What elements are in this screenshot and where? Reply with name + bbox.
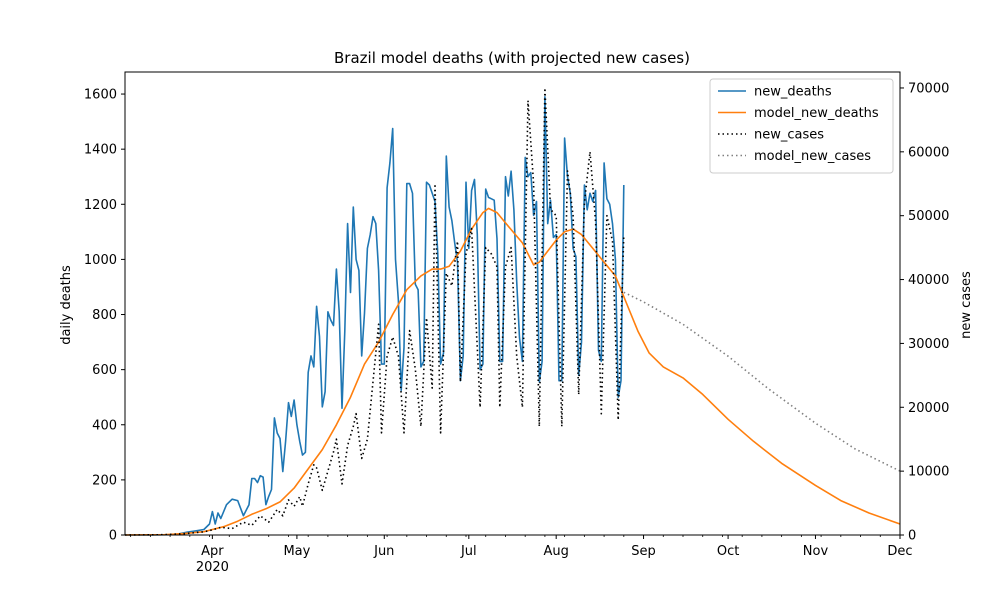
left-tick-label: 1600	[84, 88, 117, 103]
plot-frame	[124, 71, 901, 536]
x-tick-sublabel: 2020	[196, 560, 229, 575]
right-tick-label: 10000	[908, 465, 949, 480]
right-tick-label: 0	[908, 529, 916, 544]
legend-label-model-new-deaths: model_new_deaths	[754, 106, 879, 121]
left-tick-label: 0	[109, 529, 117, 544]
left-axis-label: daily deaths	[59, 265, 74, 345]
x-tick-label: Apr	[201, 544, 224, 559]
series-line-model-new-deaths	[124, 207, 901, 536]
x-tick-label: Dec	[887, 544, 912, 559]
left-tick-label: 800	[92, 308, 117, 323]
right-tick-label: 30000	[908, 337, 949, 352]
left-tick-label: 1200	[84, 198, 117, 213]
legend-box	[709, 78, 894, 174]
series-line-model-new-cases	[623, 291, 901, 472]
right-tick-label: 60000	[908, 145, 949, 160]
x-tick-label: Aug	[543, 544, 568, 559]
legend-label-new-cases: new_cases	[754, 128, 824, 143]
left-tick-label: 400	[92, 418, 117, 433]
series-line-new-cases	[124, 87, 625, 536]
right-axis-label: new cases	[959, 271, 974, 339]
left-tick-label: 200	[92, 473, 117, 488]
left-tick-label: 1400	[84, 143, 117, 158]
right-tick-label: 70000	[908, 81, 949, 96]
right-tick-label: 40000	[908, 273, 949, 288]
series-layer	[124, 87, 901, 536]
axes-layer: 0 200 400 600 800 1000 1200 1400 1600 0 10000 20000…	[84, 71, 949, 575]
legend-label-new-deaths: new_deaths	[754, 85, 832, 100]
x-tick-label: Jun	[373, 544, 394, 559]
x-tick-label: Jul	[460, 544, 477, 559]
legend-label-model-new-cases: model_new_cases	[754, 149, 871, 164]
right-tick-label: 50000	[908, 209, 949, 224]
x-tick-label: Sep	[631, 544, 656, 559]
left-tick-label: 600	[92, 363, 117, 378]
x-tick-label: May	[283, 544, 310, 559]
left-tick-label: 1000	[84, 253, 117, 268]
chart-title: Brazil model deaths (with projected new …	[334, 49, 690, 67]
right-tick-label: 20000	[908, 401, 949, 416]
x-tick-label: Nov	[803, 544, 829, 559]
legend: new_deaths model_new_deaths new_casesmodel…	[709, 78, 894, 174]
x-tick-label: Oct	[717, 544, 739, 559]
series-line-new-deaths	[125, 96, 625, 536]
